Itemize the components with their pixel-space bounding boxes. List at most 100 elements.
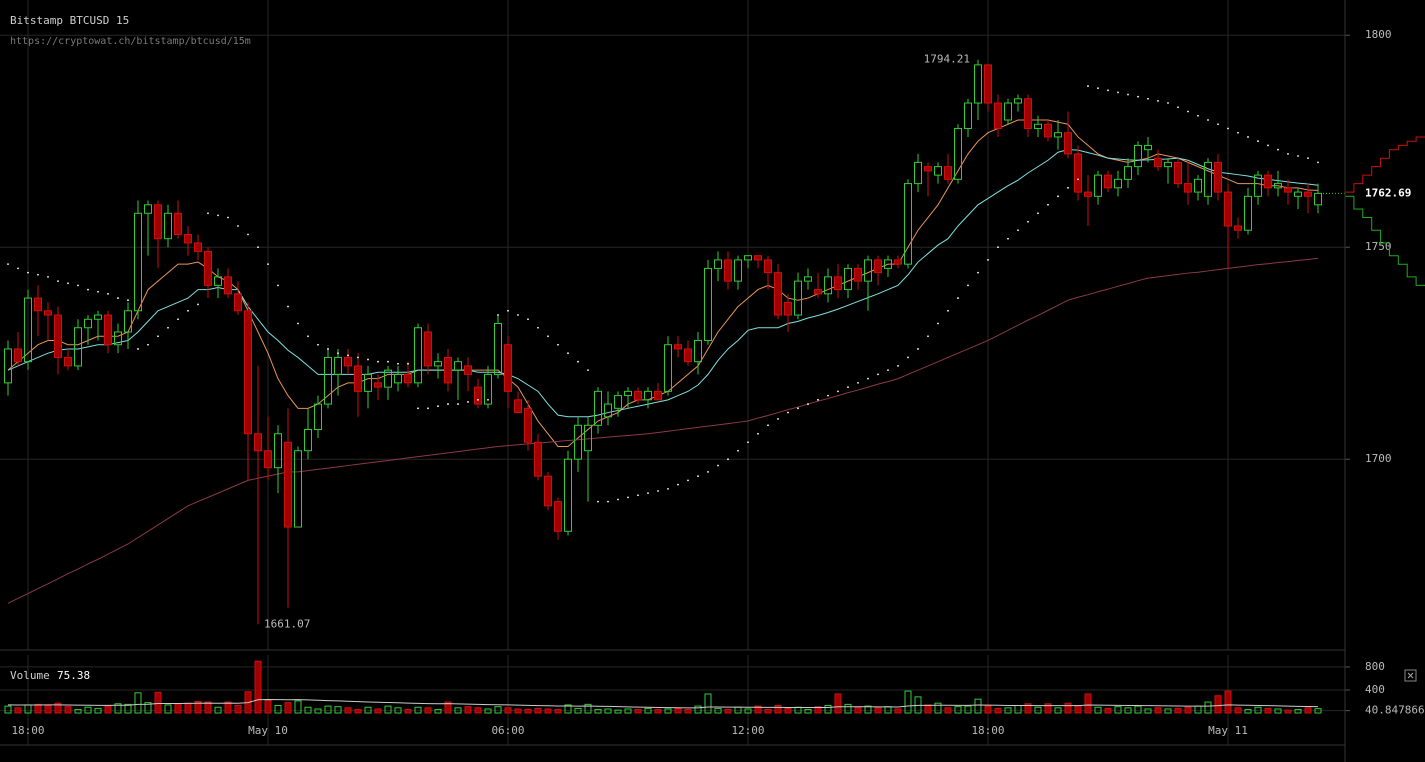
volume-bar — [404, 709, 412, 714]
candle-body — [294, 450, 302, 528]
sar-dot — [1157, 100, 1159, 102]
sar-dot — [1297, 155, 1299, 157]
volume-bar — [164, 704, 172, 714]
candle-body — [654, 390, 662, 401]
candle-body — [474, 386, 482, 405]
volume-bar — [744, 708, 752, 714]
candle-body — [524, 407, 532, 443]
sar-dot — [1317, 161, 1319, 164]
candle-body — [974, 64, 982, 104]
sar-dot — [7, 263, 9, 266]
volume-bar — [384, 705, 392, 714]
sar-dot — [787, 411, 789, 414]
sar-dot — [1217, 123, 1219, 126]
candle-body — [364, 373, 372, 392]
sar-dot — [547, 335, 549, 338]
volume-bar — [864, 705, 872, 714]
sar-dot — [957, 297, 959, 299]
candle-body — [744, 255, 752, 261]
candle-body — [794, 280, 802, 316]
sar-dot — [67, 282, 69, 285]
moving-average — [7, 257, 1319, 604]
candle-body — [774, 272, 782, 316]
volume-bar — [814, 706, 822, 714]
volume-bar — [1044, 703, 1052, 714]
sar-dot — [887, 369, 889, 372]
candle-body — [1264, 174, 1272, 189]
volume-bar — [294, 700, 302, 714]
sar-dot — [687, 479, 689, 482]
x-tick-label: 18:00 — [971, 724, 1004, 737]
candle-body — [374, 382, 382, 388]
candle-body — [1014, 98, 1022, 104]
candle-body — [504, 344, 512, 392]
volume-bar — [634, 709, 642, 714]
volume-bar — [214, 706, 222, 714]
sar-dot — [797, 407, 799, 410]
sar-dot — [527, 318, 529, 321]
volume-bar — [774, 705, 782, 714]
sar-dot — [257, 246, 259, 249]
volume-bar — [124, 703, 132, 714]
sar-dot — [637, 494, 639, 497]
candle-body — [24, 297, 32, 363]
sar-dot — [1237, 131, 1239, 134]
candle-body — [604, 403, 612, 418]
candle-body — [1104, 174, 1112, 189]
sar-dot — [907, 356, 909, 359]
sar-dot — [967, 284, 969, 287]
volume-bar — [854, 706, 862, 714]
candle-body — [444, 356, 452, 384]
candle-body — [484, 373, 492, 405]
sar-dot — [17, 267, 19, 270]
candle-body — [1044, 123, 1052, 138]
candle-body — [44, 310, 52, 316]
sar-dot — [747, 441, 749, 444]
sar-dot — [1287, 153, 1289, 155]
volume-bar — [1094, 706, 1102, 714]
sar-dot — [857, 381, 859, 384]
sar-dot — [467, 401, 469, 403]
candle-body — [964, 102, 972, 129]
candle-body — [844, 267, 852, 291]
candle-body — [784, 301, 792, 316]
sar-dot — [1267, 144, 1269, 147]
candle-body — [994, 102, 1002, 129]
grid: 1800 1750 1700 800 400 40.847866 18:00 May 10 06… — [0, 0, 1425, 745]
volume-bar — [824, 705, 832, 714]
volume-bar — [1234, 707, 1242, 714]
candle-body — [104, 314, 112, 346]
candle-body — [754, 255, 762, 261]
volume-bar — [114, 703, 122, 714]
sar-dot — [397, 362, 399, 365]
sar-dot — [1207, 119, 1209, 121]
candle-body — [134, 212, 142, 312]
sar-dot — [647, 492, 649, 495]
volume-bar — [1224, 690, 1232, 714]
sar-dot — [807, 403, 809, 405]
sar-dot — [227, 216, 229, 219]
volume-bar — [364, 706, 372, 714]
volume-bar — [134, 692, 142, 714]
sar-dot — [677, 483, 679, 486]
sar-dot — [497, 314, 499, 316]
sar-dot — [987, 259, 989, 261]
sar-dot — [347, 354, 349, 357]
sar-dot — [27, 271, 29, 274]
volume-bar — [694, 705, 702, 714]
volume-bar — [834, 693, 842, 714]
volume-bar — [1124, 707, 1132, 714]
volume-bar — [684, 709, 692, 714]
x-tick-label: 06:00 — [491, 724, 524, 737]
close-panel-button[interactable] — [1404, 669, 1417, 682]
volume-bar — [954, 706, 962, 714]
candle-body — [834, 276, 842, 291]
candle-body — [1304, 191, 1312, 197]
close-box[interactable] — [1404, 669, 1417, 682]
chart-title: Bitstamp BTCUSD 15 — [10, 14, 129, 27]
close-icon[interactable] — [1407, 672, 1414, 679]
volume-bar — [754, 705, 762, 714]
volume-bar — [714, 707, 722, 714]
candle-body — [1064, 132, 1072, 155]
candle-body — [864, 259, 872, 282]
